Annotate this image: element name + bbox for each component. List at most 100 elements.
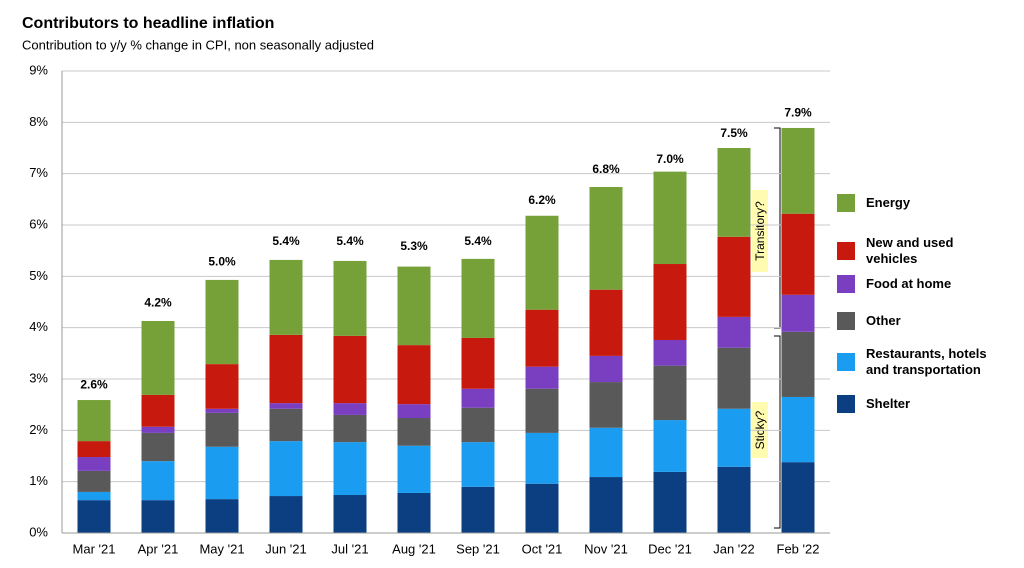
- bar-segment: [205, 364, 239, 409]
- legend-label: Other: [866, 313, 901, 328]
- legend-label: Restaurants, hotels and transportation: [866, 346, 987, 377]
- total-label: 2.6%: [80, 378, 108, 392]
- legend-label: Energy: [866, 195, 911, 210]
- bar-segment: [653, 339, 687, 366]
- bar-segment: [397, 418, 431, 446]
- bar-segment: [461, 486, 495, 533]
- total-label: 5.3%: [400, 239, 428, 253]
- bar-segment: [141, 320, 175, 395]
- legend-item: Other: [837, 312, 987, 330]
- bar-segment: [653, 171, 687, 265]
- bar-segment: [653, 420, 687, 472]
- bar-segment: [589, 427, 623, 478]
- bar-segment: [397, 266, 431, 346]
- legend-item: Shelter: [837, 395, 987, 413]
- bar-segment: [589, 382, 623, 428]
- legend-label: Shelter: [866, 396, 911, 411]
- chart-title: Contributors to headline inflation: [22, 15, 274, 32]
- y-tick-label: 8%: [29, 114, 48, 129]
- bar-segment: [397, 445, 431, 493]
- x-tick-label: Jun '21: [265, 541, 307, 556]
- x-tick-label: Mar '21: [73, 541, 116, 556]
- total-label: 7.5%: [720, 126, 748, 140]
- bar-segment: [141, 461, 175, 501]
- total-label: 5.0%: [208, 255, 236, 269]
- bar-segment: [781, 331, 815, 397]
- legend-swatch: [837, 353, 855, 371]
- bar-segment: [77, 470, 111, 492]
- legend-item: Restaurants, hotels and transportation: [837, 346, 987, 378]
- total-label: 5.4%: [464, 234, 492, 248]
- y-tick-label: 7%: [29, 165, 48, 180]
- bar-segment: [333, 495, 367, 533]
- bar-segment: [525, 215, 559, 310]
- bar-segment: [525, 432, 559, 484]
- y-tick-label: 6%: [29, 216, 48, 231]
- bar-segment: [333, 403, 367, 415]
- bar-segment: [397, 492, 431, 533]
- bar-segment: [397, 345, 431, 405]
- bar-segment: [333, 414, 367, 443]
- bar-segment: [77, 491, 111, 501]
- bar-segment: [461, 407, 495, 443]
- bar-segment: [333, 260, 367, 336]
- bar-segment: [141, 426, 175, 433]
- y-tick-label: 4%: [29, 319, 48, 334]
- bar-segment: [77, 400, 111, 442]
- annotation-box: [752, 190, 768, 272]
- bar-segment: [205, 412, 239, 447]
- bar-segment: [525, 309, 559, 367]
- total-label: 5.4%: [272, 234, 300, 248]
- bar-segment: [461, 337, 495, 389]
- x-tick-label: Jan '22: [713, 541, 755, 556]
- legend-item: Food at home: [837, 275, 987, 293]
- bar-segment: [461, 258, 495, 338]
- bar-segment: [205, 279, 239, 365]
- bar-segment: [77, 457, 111, 471]
- bar-segment: [77, 500, 111, 533]
- x-tick-label: Aug '21: [392, 541, 436, 556]
- bar-segment: [589, 355, 623, 383]
- legend-swatch: [837, 194, 855, 212]
- bar-segment: [717, 236, 751, 317]
- bar-segment: [717, 347, 751, 409]
- x-tick-label: Jul '21: [331, 541, 368, 556]
- chart-subtitle: Contribution to y/y % change in CPI, non…: [22, 37, 374, 52]
- total-label: 7.0%: [656, 152, 684, 166]
- legend-item: Energy: [837, 194, 987, 212]
- x-tick-label: Nov '21: [584, 541, 628, 556]
- y-tick-label: 9%: [29, 62, 48, 77]
- bracket: [774, 127, 781, 329]
- bar-segment: [397, 404, 431, 419]
- bar-segment: [781, 396, 815, 463]
- y-tick-label: 0%: [29, 524, 48, 539]
- legend-label: Food at home: [866, 276, 952, 291]
- bar-segment: [525, 366, 559, 389]
- legend-swatch: [837, 275, 855, 293]
- bar-segment: [205, 408, 239, 413]
- bracket: [774, 335, 781, 529]
- bar-segment: [461, 388, 495, 408]
- bar-segment: [141, 394, 175, 427]
- x-tick-label: Dec '21: [648, 541, 692, 556]
- y-tick-label: 5%: [29, 268, 48, 283]
- y-tick-label: 3%: [29, 370, 48, 385]
- bar-segment: [525, 388, 559, 433]
- total-label: 4.2%: [144, 296, 172, 310]
- bar-segment: [781, 213, 815, 295]
- bar-segment: [141, 432, 175, 462]
- total-label: 6.8%: [592, 162, 620, 176]
- bar-segment: [717, 408, 751, 467]
- bar-segment: [269, 403, 303, 409]
- bar-segment: [653, 471, 687, 533]
- bar-segment: [333, 442, 367, 496]
- bar-segment: [205, 446, 239, 500]
- bar-segment: [653, 365, 687, 421]
- bar-segment: [781, 127, 815, 214]
- bar-segment: [269, 408, 303, 442]
- total-label: 7.9%: [784, 106, 812, 120]
- bar-segment: [269, 496, 303, 533]
- bar-segment: [141, 500, 175, 533]
